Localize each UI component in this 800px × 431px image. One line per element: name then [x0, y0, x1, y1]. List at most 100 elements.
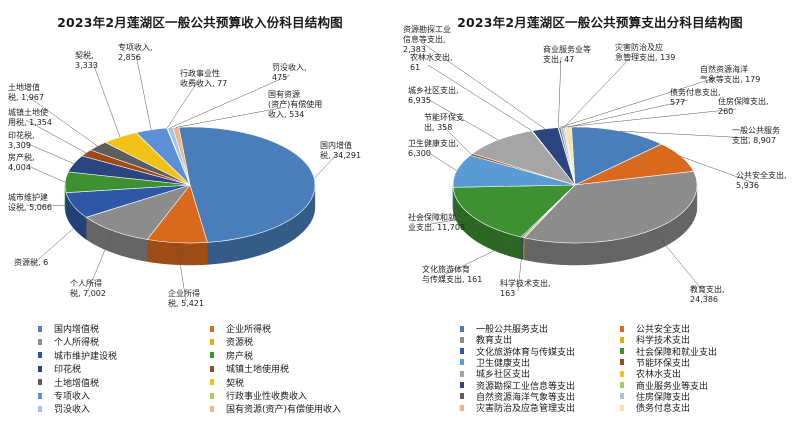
legend-label: 债务付息支出: [636, 404, 691, 415]
legend-swatch: [38, 325, 42, 332]
pie-slice: [571, 126, 663, 186]
legend-item: 灾害防治及应急管理支出: [460, 401, 575, 414]
data-label: 国有资源(资产)有偿使用收入, 534: [268, 89, 322, 119]
revenue-pie-chart: 国内增值税, 34,291 企业所得税, 5,421 个人所得税, 7,002 资源税…: [8, 42, 361, 308]
legend-item: 印花税: [38, 362, 81, 375]
data-label: 社会保障和就业支出, 11,708: [408, 212, 465, 232]
leader-line: [314, 152, 339, 179]
leader-line: [561, 108, 737, 128]
legend-swatch: [210, 352, 214, 359]
leader-line: [568, 99, 689, 128]
legend-item: 社会保障和就业支出: [620, 345, 717, 358]
data-label: 灾害防治及应急管理支出, 139: [615, 42, 675, 62]
leader-line: [87, 230, 114, 292]
legend-item: 罚没收入: [38, 402, 90, 415]
legend-swatch: [460, 359, 464, 366]
leader-line: [175, 106, 287, 128]
legend-label: 住房保障支出: [636, 392, 691, 403]
legend-label: 资源税: [226, 338, 254, 349]
legend-swatch: [38, 338, 42, 345]
legend-swatch: [620, 359, 624, 366]
leader-line: [25, 94, 98, 147]
legend-label: 罚没收入: [54, 405, 91, 416]
pie-slice: [471, 130, 576, 186]
data-label: 文化旅游体育与传媒支出, 161: [422, 264, 482, 284]
legend-swatch: [460, 393, 464, 400]
legend-swatch: [460, 325, 464, 332]
legend-swatch: [460, 382, 464, 388]
pie-slice: [523, 170, 698, 244]
data-label: 土地增值税, 1,967: [8, 82, 44, 102]
legend-label: 行政事业性收费收入: [226, 392, 308, 402]
legend-swatch: [38, 352, 42, 359]
legend-swatch: [460, 370, 464, 377]
legend-swatch: [210, 325, 214, 332]
revenue-chart-title: 2023年2月莲湖区一般公共预算收入份科目结构图: [57, 15, 343, 30]
legend-item: 一般公共服务支出: [460, 322, 548, 335]
leader-line: [166, 80, 199, 129]
legend-label: 卫生健康支出: [476, 358, 531, 369]
legend-label: 科学技术支出: [636, 336, 691, 347]
legend-item: 科学技术支出: [620, 333, 690, 346]
data-label: 企业所得税, 5,421: [168, 288, 204, 308]
legend-item: 自然资源海洋气象等支出: [460, 390, 575, 403]
legend-label: 文化旅游体育与传媒支出: [476, 347, 576, 358]
leader-line: [25, 119, 87, 154]
leader-line: [425, 150, 457, 171]
leader-line: [427, 64, 533, 131]
revenue-chart-panel: 2023年2月莲湖区一般公共预算收入份科目结构图 国内增值税, 34,291 企业…: [8, 15, 361, 416]
leader-line: [25, 142, 74, 164]
expenditure-pie-chart: 一般公共服务支出, 8,907 公共安全支出, 5,936 教育支出, 24,386 科学…: [403, 24, 787, 304]
data-label: 房产税, 4,004: [8, 152, 35, 172]
legend-item: 城镇土地使用税: [210, 362, 289, 375]
legend-label: 城乡社区支出: [476, 370, 531, 381]
leader-line: [31, 217, 87, 266]
leader-line: [170, 74, 291, 128]
legend-swatch: [38, 379, 42, 386]
legend-item: 教育支出: [460, 333, 512, 346]
data-label: 城乡社区支出, 6,935: [408, 85, 459, 105]
data-label: 农林水支出, 61: [410, 52, 453, 72]
data-label: 商业服务业等支出, 47: [543, 44, 591, 64]
data-label: 债务付息支出, 577: [670, 87, 721, 107]
leader-line: [652, 229, 709, 298]
legend-label: 国有资源(资产)有偿使用收入: [226, 405, 342, 416]
data-label: 资源勘探工业信息等支出, 2,383: [403, 24, 451, 54]
legend-item: 债务付息支出: [620, 401, 690, 414]
data-label: 一般公共服务支出, 8,907: [732, 125, 780, 145]
legend-label: 土地增值税: [54, 378, 100, 389]
legend-swatch: [460, 348, 464, 355]
data-label: 城市维护建设税, 5,066: [8, 192, 52, 212]
data-label: 自然资源海洋气象等支出, 179: [700, 64, 760, 84]
legend-item: 城市维护建设税: [38, 349, 117, 362]
legend-swatch: [38, 365, 42, 372]
leader-line: [135, 54, 152, 130]
legend-item: 资源税: [210, 335, 253, 348]
leader-line: [564, 54, 634, 128]
data-label: 节能环保支出, 358: [424, 112, 464, 132]
legend-label: 城镇土地使用税: [226, 365, 290, 376]
data-label: 罚没收入, 475: [272, 62, 307, 82]
pie-side-walls: [64, 185, 316, 266]
data-label: 印花税, 3,309: [8, 130, 35, 150]
legend-label: 一般公共服务支出: [476, 325, 549, 335]
legend-swatch: [210, 338, 214, 345]
legend-item: 商业服务业等支出: [620, 379, 708, 392]
leader-line: [176, 242, 187, 302]
legend-item: 农林水支出: [620, 367, 681, 380]
legend-item: 土地增值税: [38, 376, 99, 389]
data-label: 科学技术支出, 163: [500, 278, 551, 298]
legend-label: 印花税: [54, 365, 82, 376]
legend-swatch: [620, 393, 624, 400]
leader-line: [558, 56, 562, 128]
pie-slice: [452, 184, 576, 238]
data-label: 卫生健康支出, 6,300: [408, 138, 459, 158]
leader-line: [517, 237, 524, 292]
data-label: 契税, 3,333: [75, 50, 98, 70]
legend-item: 行政事业性收费收入: [210, 389, 307, 402]
legend-label: 企业所得税: [226, 325, 272, 335]
legend-item: 资源勘探工业信息等支出: [460, 379, 575, 392]
leader-line: [559, 76, 719, 128]
legend-label: 灾害防治及应急管理支出: [476, 404, 576, 415]
legend-label: 契税: [226, 378, 245, 389]
